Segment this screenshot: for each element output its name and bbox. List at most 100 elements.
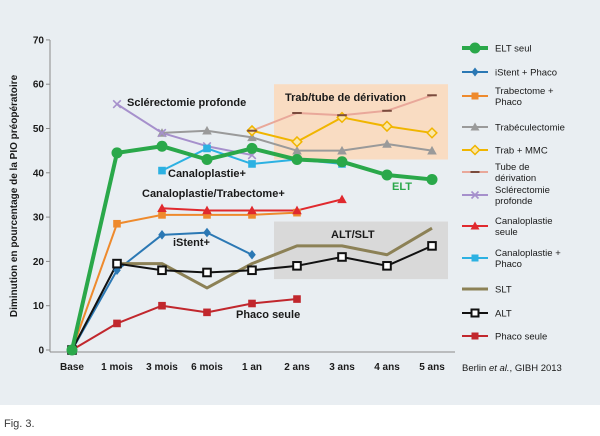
series-1-point	[113, 265, 121, 276]
legend-swatch-marker	[470, 221, 480, 230]
x-tick-labels: Base 1 mois 3 mois 6 mois 1 an 2 ans 3 ans 4 an…	[60, 362, 445, 373]
figure-panel: 0 10 20 30 40 50 60 70 Base 1 mois 3 mois 6 mois 1 …	[0, 0, 600, 405]
legend-label: Canaloplastie seule	[495, 216, 553, 238]
series-0-point	[66, 344, 78, 356]
annotation-trab-tube: Trab/tube de dérivation	[285, 92, 406, 104]
series-3-point	[427, 145, 437, 155]
series-3-point	[247, 132, 257, 142]
series-10-point	[157, 265, 167, 276]
series-1-point	[203, 227, 211, 238]
series-11-point	[158, 301, 166, 310]
x-tick-label: 3 ans	[329, 362, 355, 373]
source-credit-rest: , GIBH 2013	[510, 363, 562, 374]
y-tick-label: 10	[33, 301, 45, 312]
y-tick-label: 40	[33, 168, 45, 179]
series-7-point	[247, 205, 257, 215]
series-2-point	[113, 219, 121, 228]
series-3-point	[292, 145, 302, 155]
x-tick-label: 4 ans	[374, 362, 400, 373]
y-tick-label: 70	[33, 35, 45, 46]
series-10-point	[112, 258, 122, 269]
y-tick-label: 20	[33, 257, 45, 268]
series-7-point	[157, 203, 167, 213]
series-4-point	[426, 127, 438, 139]
series-10-point	[202, 267, 212, 278]
annotations: Sclérectomie profonde Trab/tube de dériv…	[127, 92, 412, 321]
source-credit-etal: et al.	[489, 363, 510, 374]
legend-label: SLT	[495, 285, 512, 296]
legend-label: iStent + Phaco	[495, 68, 557, 79]
series-8-point	[158, 166, 166, 175]
series-markers	[66, 94, 438, 356]
series-0-point	[246, 142, 258, 154]
x-tick-label: 1 mois	[101, 362, 133, 373]
series-8-point	[203, 144, 211, 153]
series-7-point	[292, 205, 302, 215]
legend-label: Canaloplastie + Phaco	[495, 248, 561, 270]
legend-swatch-marker	[470, 122, 480, 131]
series-10-point	[247, 265, 257, 276]
x-tick-label: 2 ans	[284, 362, 310, 373]
legend: ELT seul iStent + Phaco Trabectome + Phaco T…	[462, 42, 565, 343]
source-credit-name: Berlin	[462, 363, 489, 374]
legend-swatch-marker	[471, 332, 479, 340]
axes	[49, 40, 455, 353]
series-9-line	[117, 226, 433, 290]
y-tick-labels: 0 10 20 30 40 50 60 70	[33, 35, 50, 357]
series-2-point	[158, 211, 166, 219]
series-11-point	[203, 308, 211, 317]
y-tick-label: 60	[33, 80, 45, 91]
annotation-elt: ELT	[392, 181, 412, 193]
series-0-point	[201, 154, 213, 166]
series-0-point	[156, 140, 168, 152]
series-3-point	[202, 125, 212, 135]
series-11-line	[71, 298, 298, 351]
y-tick-label: 0	[38, 346, 44, 357]
annotation-istent: iStent+	[173, 237, 210, 249]
legend-swatch-marker	[470, 308, 480, 318]
series-10-point	[382, 261, 392, 271]
series-0-point	[111, 147, 123, 159]
y-tick-label: 30	[33, 213, 45, 224]
series-1-line	[71, 231, 253, 351]
line-chart: 0 10 20 30 40 50 60 70 Base 1 mois 3 mois 6 mois 1 …	[9, 35, 565, 374]
series-6-point	[112, 99, 122, 109]
annotation-canaloplastie: Canaloplastie+	[168, 168, 246, 180]
series-7-point	[337, 194, 347, 204]
x-tick-label: 3 mois	[146, 362, 178, 373]
series-1-point	[158, 230, 166, 240]
series-4-point	[381, 120, 393, 133]
legend-swatch-marker	[469, 42, 481, 54]
legend-swatch-marker	[471, 92, 479, 100]
legend-swatch-marker	[469, 144, 481, 156]
series-7-point	[202, 205, 212, 215]
series-3-point	[337, 145, 347, 155]
legend-swatch-marker	[471, 254, 479, 262]
series-10-point	[337, 252, 347, 262]
source-credit: Berlin et al., GIBH 2013	[462, 363, 562, 374]
series-2-line	[71, 211, 298, 351]
legend-label: Sclérectomie profonde	[495, 185, 550, 207]
annotation-alt-slt: ALT/SLT	[331, 229, 375, 241]
series-4-point	[291, 135, 303, 148]
x-tick-label: Base	[60, 362, 84, 373]
series-10-point	[292, 261, 302, 271]
x-tick-label: 1 an	[242, 362, 262, 373]
series-0-point	[381, 169, 393, 181]
y-axis-label: Diminution en pourcentage de la PIO préo…	[9, 74, 20, 317]
legend-label: Trabéculectomie	[495, 123, 565, 134]
legend-label: Phaco seule	[495, 332, 547, 343]
series-6-line	[116, 103, 253, 157]
x-tick-label: 6 mois	[191, 362, 223, 373]
series-11-point	[293, 295, 301, 303]
legend-label: Trabectome + Phaco	[495, 86, 554, 108]
legend-swatch-marker	[470, 190, 480, 200]
series-2-point	[203, 211, 211, 219]
series-0-point	[336, 156, 348, 168]
series-3-point	[382, 139, 392, 148]
series-2-point	[248, 211, 256, 219]
annotation-sclerectomie: Sclérectomie profonde	[127, 97, 246, 109]
series-1-point	[248, 249, 256, 260]
series-0-point	[426, 173, 438, 185]
series-6-point	[157, 128, 167, 138]
